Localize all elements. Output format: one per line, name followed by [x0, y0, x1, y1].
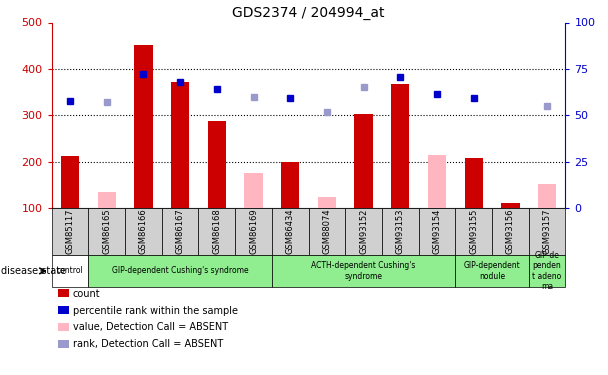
Bar [97, 192, 116, 208]
Text: GSM86165: GSM86165 [102, 209, 111, 254]
Bar [538, 183, 556, 208]
Bar [354, 114, 373, 208]
Text: GIP-dependent Cushing's syndrome: GIP-dependent Cushing's syndrome [112, 266, 249, 275]
Text: GIP-dependent
nodule: GIP-dependent nodule [464, 261, 520, 280]
Text: value, Detection Call = ABSENT: value, Detection Call = ABSENT [73, 322, 228, 332]
Bar [501, 204, 520, 208]
Bar [281, 162, 299, 208]
Text: ACTH-dependent Cushing's
syndrome: ACTH-dependent Cushing's syndrome [311, 261, 416, 280]
Text: GSM93157: GSM93157 [542, 209, 551, 254]
Bar [208, 122, 226, 208]
Text: count: count [73, 289, 100, 298]
Text: GSM85117: GSM85117 [66, 209, 75, 254]
Bar [391, 84, 409, 208]
Text: GSM93153: GSM93153 [396, 209, 405, 254]
Text: GSM86166: GSM86166 [139, 209, 148, 254]
Text: GSM93156: GSM93156 [506, 209, 515, 254]
Text: GSM93154: GSM93154 [432, 209, 441, 254]
Text: percentile rank within the sample: percentile rank within the sample [73, 306, 238, 315]
Bar [428, 155, 446, 208]
Bar [61, 156, 79, 208]
Text: GSM88074: GSM88074 [322, 209, 331, 254]
Text: GSM93155: GSM93155 [469, 209, 478, 254]
Bar [318, 196, 336, 208]
Text: GSM86169: GSM86169 [249, 209, 258, 254]
Bar [244, 173, 263, 208]
Text: GSM93152: GSM93152 [359, 209, 368, 254]
Text: rank, Detection Call = ABSENT: rank, Detection Call = ABSENT [73, 339, 223, 349]
Text: GSM86167: GSM86167 [176, 209, 185, 254]
Text: GSM86434: GSM86434 [286, 209, 295, 254]
Title: GDS2374 / 204994_at: GDS2374 / 204994_at [232, 6, 385, 20]
Text: GSM86168: GSM86168 [212, 209, 221, 254]
Bar [465, 158, 483, 208]
Bar [171, 82, 189, 208]
Text: control: control [57, 266, 83, 275]
Text: GIP-de
penden
t adeno
ma: GIP-de penden t adeno ma [533, 251, 562, 291]
Bar [134, 45, 153, 208]
Text: disease state: disease state [1, 266, 66, 276]
